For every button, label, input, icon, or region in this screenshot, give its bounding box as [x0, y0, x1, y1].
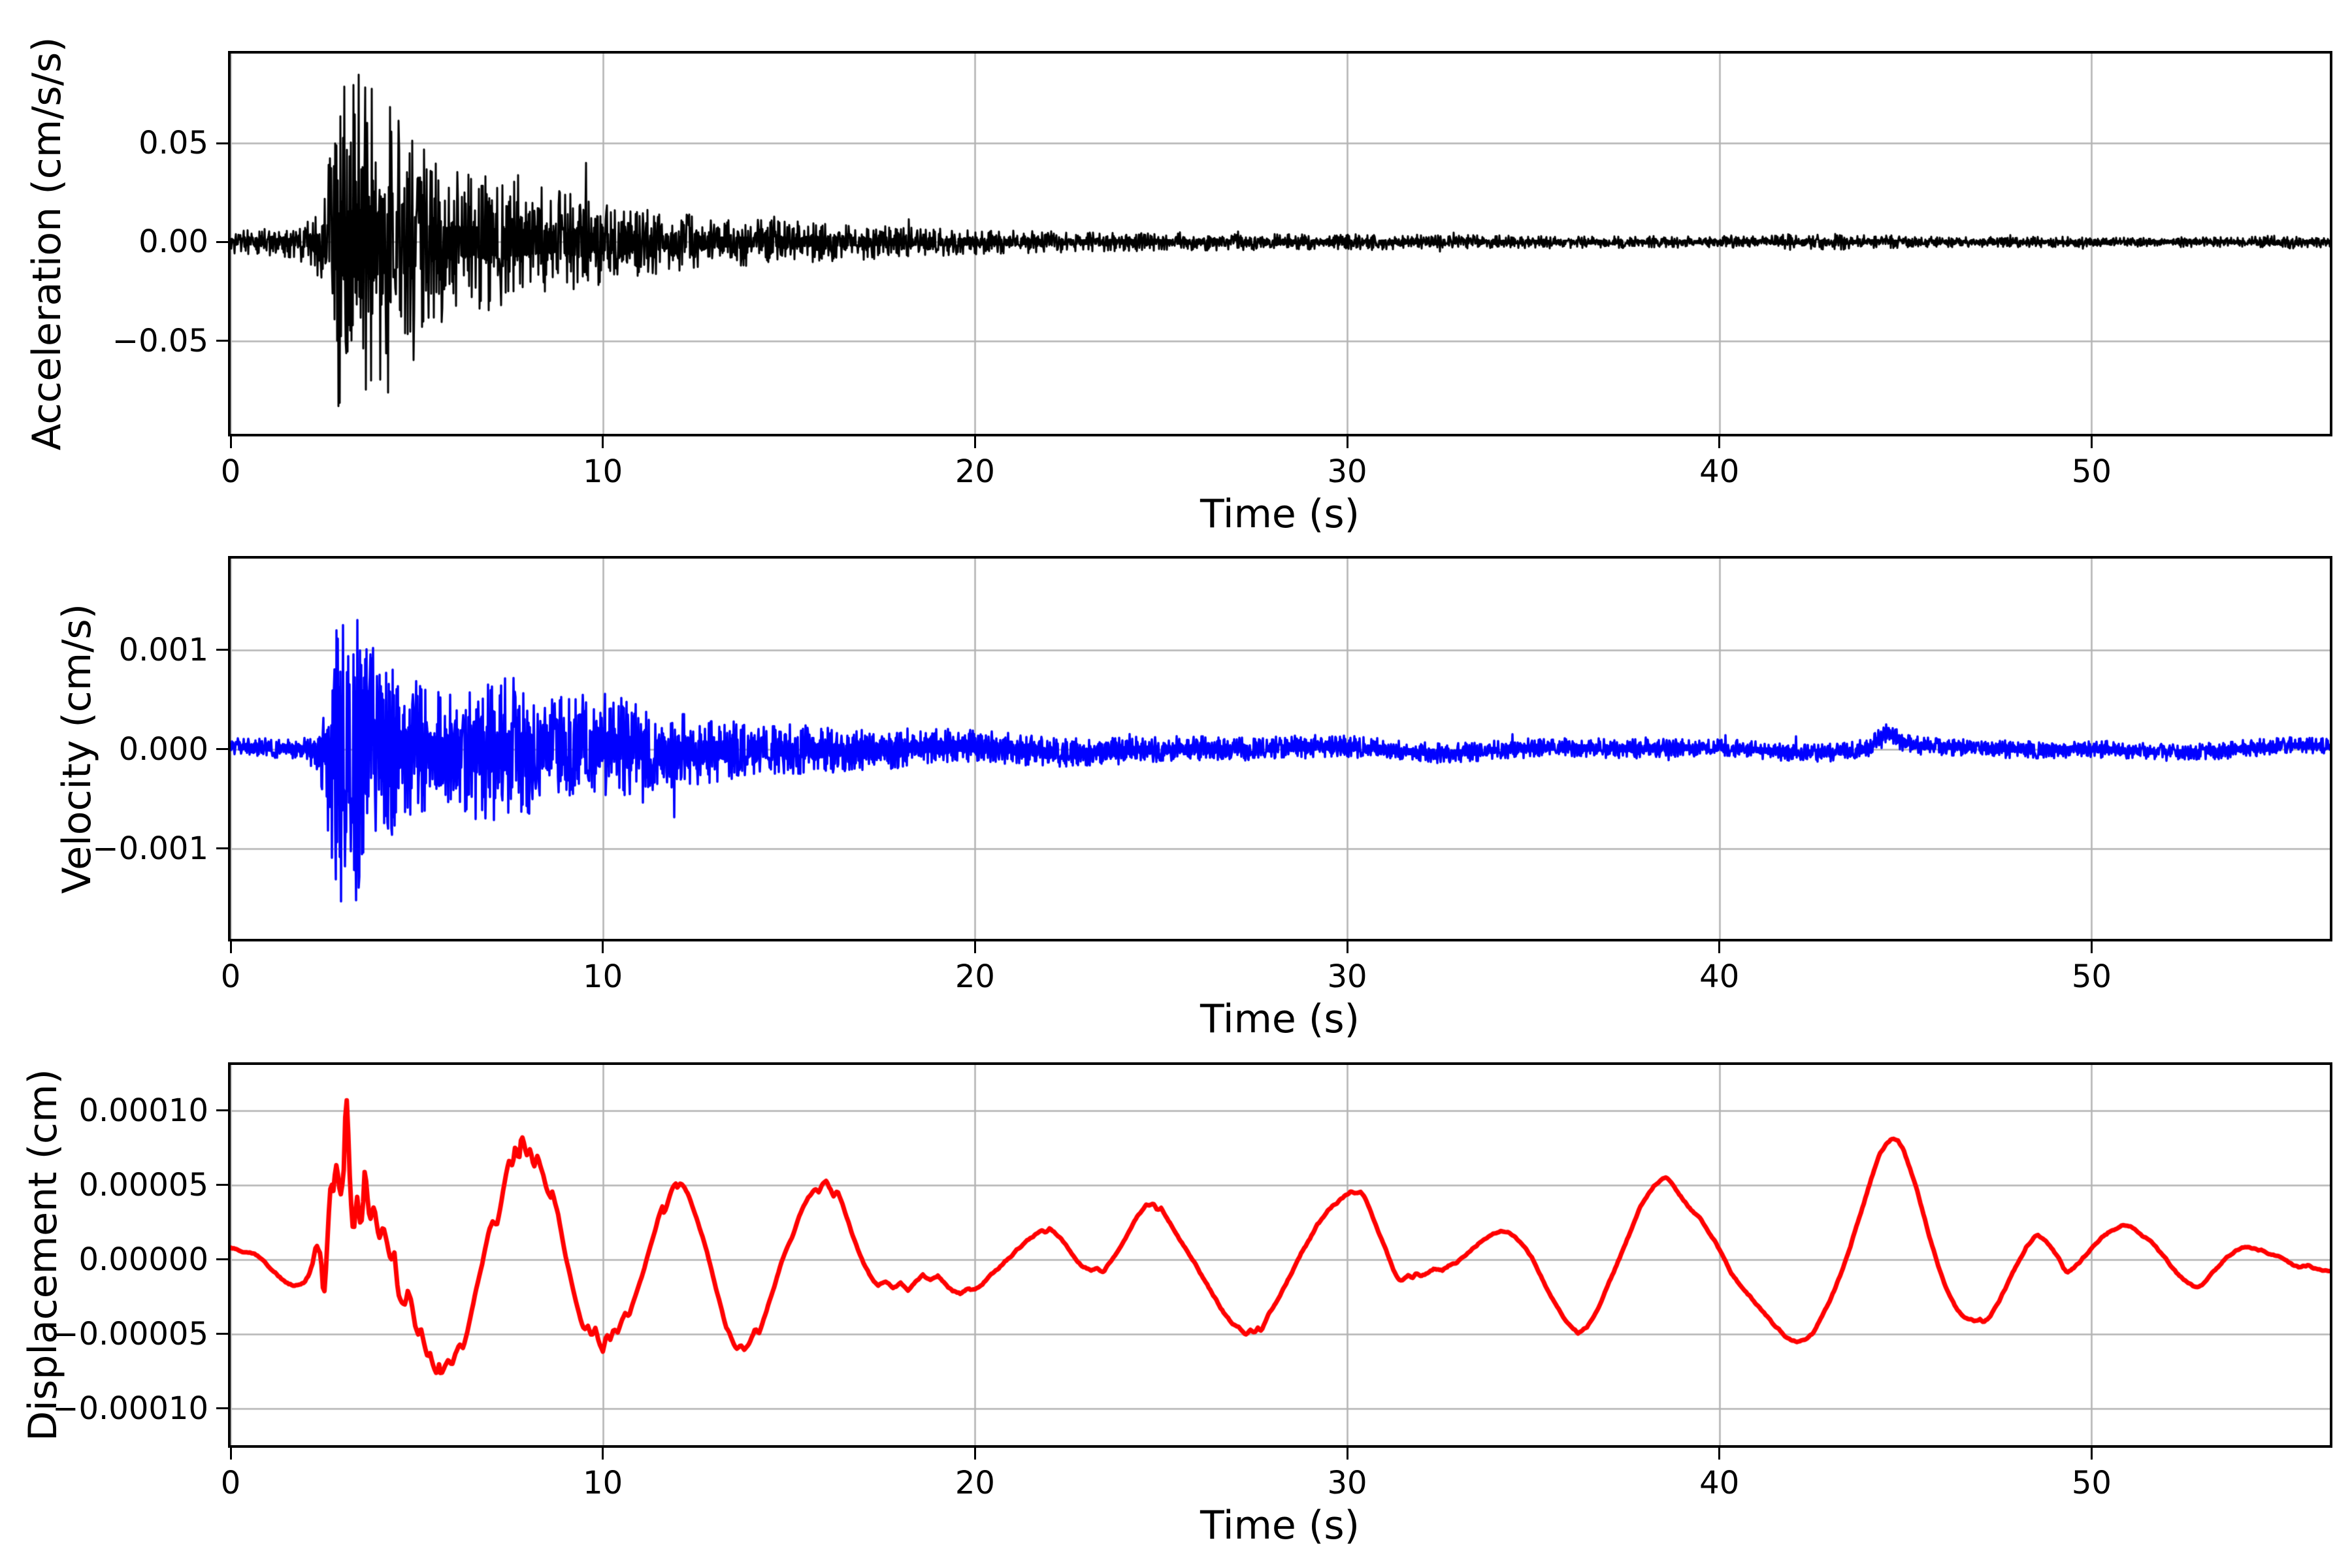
y-tick-mark	[216, 847, 228, 850]
x-tick-mark	[2090, 1448, 2093, 1460]
y-tick-mark	[216, 1258, 228, 1261]
x-tick-mark	[229, 941, 232, 953]
x-tick-label: 30	[1327, 1465, 1367, 1501]
velocity-x-axis-label: Time (s)	[1200, 996, 1360, 1042]
displacement-plot-area	[228, 1062, 2332, 1448]
y-tick-mark	[216, 1407, 228, 1410]
y-tick-mark	[216, 142, 228, 144]
x-tick-label: 20	[955, 958, 995, 995]
y-tick-mark	[216, 340, 228, 342]
x-tick-label: 30	[1327, 958, 1367, 995]
x-tick-label: 50	[2071, 453, 2112, 490]
y-tick-mark	[216, 1184, 228, 1186]
y-tick-label: 0.00010	[78, 1092, 209, 1129]
x-tick-label: 40	[1699, 453, 1740, 490]
x-tick-mark	[229, 436, 232, 448]
x-tick-label: 0	[220, 1465, 241, 1501]
y-tick-mark	[216, 240, 228, 243]
y-tick-label: 0.00005	[78, 1166, 209, 1203]
x-tick-label: 20	[955, 1465, 995, 1501]
x-tick-mark	[602, 1448, 604, 1460]
y-tick-label: −0.00010	[52, 1390, 208, 1427]
x-tick-mark	[2090, 436, 2093, 448]
x-tick-label: 20	[955, 453, 995, 490]
x-tick-label: 40	[1699, 958, 1740, 995]
x-tick-label: 0	[220, 958, 241, 995]
x-tick-mark	[1346, 941, 1348, 953]
acceleration-x-axis-label: Time (s)	[1200, 491, 1360, 537]
velocity-trace-canvas	[231, 559, 2330, 939]
x-tick-label: 10	[583, 1465, 623, 1501]
y-tick-label: 0.05	[139, 125, 208, 162]
x-tick-mark	[602, 436, 604, 448]
y-tick-label: −0.001	[92, 830, 208, 867]
x-tick-mark	[1346, 436, 1348, 448]
y-tick-label: 0.000	[118, 730, 208, 768]
y-tick-label: 0.001	[118, 631, 208, 668]
x-tick-mark	[973, 436, 976, 448]
y-tick-mark	[216, 748, 228, 751]
x-tick-mark	[229, 1448, 232, 1460]
x-tick-mark	[602, 941, 604, 953]
y-tick-mark	[216, 1333, 228, 1335]
y-tick-label: 0.00000	[78, 1241, 209, 1278]
x-tick-mark	[1718, 436, 1721, 448]
x-tick-mark	[1346, 1448, 1348, 1460]
x-tick-mark	[1718, 941, 1721, 953]
x-tick-mark	[973, 1448, 976, 1460]
y-tick-mark	[216, 649, 228, 651]
acceleration-plot-area	[228, 51, 2332, 436]
y-tick-label: 0.00	[139, 223, 208, 261]
x-tick-mark	[2090, 941, 2093, 953]
x-tick-label: 10	[583, 958, 623, 995]
x-tick-label: 30	[1327, 453, 1367, 490]
x-tick-label: 40	[1699, 1465, 1740, 1501]
displacement-trace-canvas	[231, 1065, 2330, 1445]
x-tick-mark	[1718, 1448, 1721, 1460]
y-tick-mark	[216, 1109, 228, 1112]
x-tick-label: 10	[583, 453, 623, 490]
acceleration-trace-canvas	[231, 54, 2330, 434]
velocity-plot-area	[228, 556, 2332, 941]
x-tick-mark	[973, 941, 976, 953]
displacement-x-axis-label: Time (s)	[1200, 1503, 1360, 1548]
y-tick-label: −0.05	[112, 322, 208, 359]
x-tick-label: 50	[2071, 958, 2112, 995]
x-tick-label: 50	[2071, 1465, 2112, 1501]
x-tick-label: 0	[220, 453, 241, 490]
y-tick-label: −0.00005	[52, 1315, 208, 1352]
